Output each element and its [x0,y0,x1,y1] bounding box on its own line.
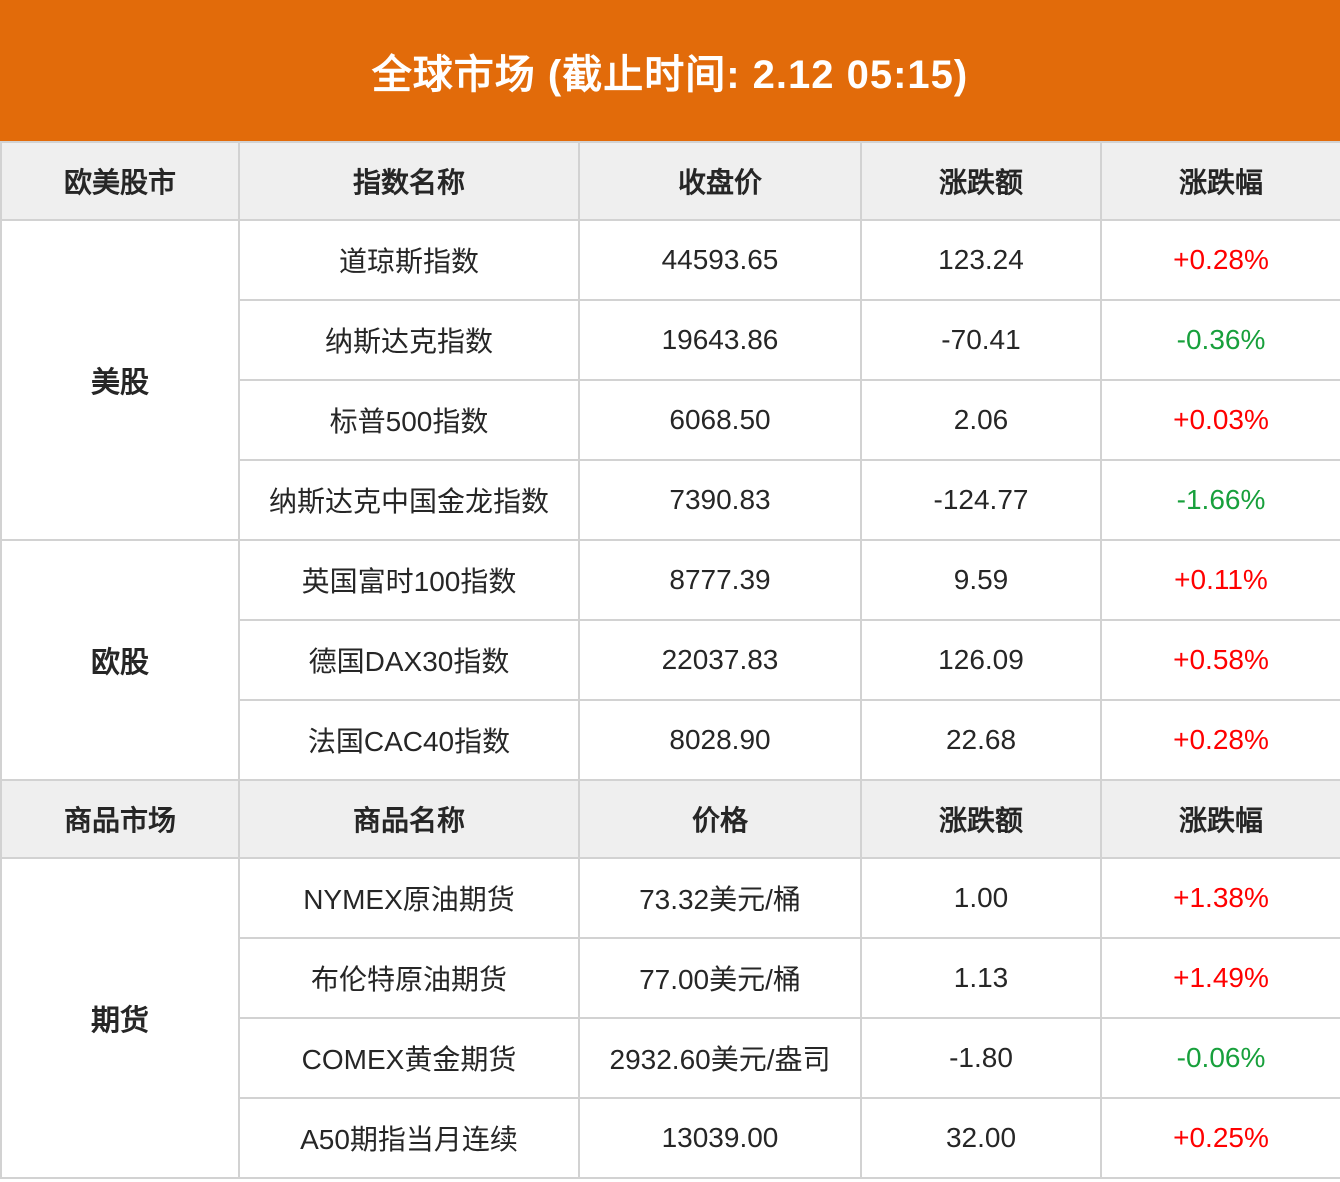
close-price-cell: 7390.83 [578,459,862,541]
change-pct-cell: +0.28% [1100,699,1340,781]
change-amount-cell: 1.00 [860,857,1102,939]
change-pct-cell: -0.06% [1100,1017,1340,1099]
global-market-table: 欧美股市 指数名称 收盘价 涨跌额 涨跌幅 美股 道琼斯指数 44593.65 … [0,141,1340,1179]
commodity-name-cell: 布伦特原油期货 [238,937,580,1019]
commodities-header-row: 商品市场 商品名称 价格 涨跌额 涨跌幅 [0,779,1340,859]
column-header-market: 欧美股市 [0,141,240,221]
change-amount-cell: 123.24 [860,219,1102,301]
change-pct-cell: -1.66% [1100,459,1340,541]
price-cell: 77.00美元/桶 [578,937,862,1019]
column-header-pct: 涨跌幅 [1100,779,1340,859]
column-header-commodity-market: 商品市场 [0,779,240,859]
index-name-cell: 法国CAC40指数 [238,699,580,781]
table-row: 德国DAX30指数 22037.83 126.09 +0.58% [1,619,1340,701]
change-pct-cell: +1.38% [1100,857,1340,939]
column-header-index-name: 指数名称 [238,141,580,221]
change-amount-cell: 126.09 [860,619,1102,701]
change-amount-cell: 22.68 [860,699,1102,781]
table-row: 纳斯达克指数 19643.86 -70.41 -0.36% [1,299,1340,381]
stocks-header-row: 欧美股市 指数名称 收盘价 涨跌额 涨跌幅 [0,141,1340,221]
column-header-change: 涨跌额 [860,779,1102,859]
group-label-futures: 期货 [0,857,240,1179]
price-cell: 2932.60美元/盎司 [578,1017,862,1099]
column-header-close: 收盘价 [578,141,862,221]
index-name-cell: 道琼斯指数 [238,219,580,301]
close-price-cell: 8028.90 [578,699,862,781]
table-row: 法国CAC40指数 8028.90 22.68 +0.28% [1,699,1340,781]
price-cell: 13039.00 [578,1097,862,1179]
index-name-cell: 英国富时100指数 [238,539,580,621]
change-amount-cell: -124.77 [860,459,1102,541]
close-price-cell: 22037.83 [578,619,862,701]
change-amount-cell: 2.06 [860,379,1102,461]
change-pct-cell: -0.36% [1100,299,1340,381]
commodity-name-cell: A50期指当月连续 [238,1097,580,1179]
change-pct-cell: +0.03% [1100,379,1340,461]
column-header-price: 价格 [578,779,862,859]
close-price-cell: 44593.65 [578,219,862,301]
column-header-commodity-name: 商品名称 [238,779,580,859]
change-pct-cell: +0.28% [1100,219,1340,301]
change-amount-cell: -70.41 [860,299,1102,381]
change-amount-cell: 32.00 [860,1097,1102,1179]
table-row: 布伦特原油期货 77.00美元/桶 1.13 +1.49% [1,937,1340,1019]
change-amount-cell: 1.13 [860,937,1102,1019]
index-name-cell: 德国DAX30指数 [238,619,580,701]
commodity-name-cell: COMEX黄金期货 [238,1017,580,1099]
commodity-name-cell: NYMEX原油期货 [238,857,580,939]
price-cell: 73.32美元/桶 [578,857,862,939]
table-row: 欧股 英国富时100指数 8777.39 9.59 +0.11% [0,539,1340,781]
close-price-cell: 19643.86 [578,299,862,381]
table-row: 期货 NYMEX原油期货 73.32美元/桶 1.00 +1.38% [0,857,1340,1179]
column-header-change: 涨跌额 [860,141,1102,221]
close-price-cell: 8777.39 [578,539,862,621]
change-pct-cell: +0.11% [1100,539,1340,621]
table-row: 美股 道琼斯指数 44593.65 123.24 +0.28% [0,219,1340,541]
group-label-eu-stocks: 欧股 [0,539,240,781]
page-title: 全球市场 (截止时间: 2.12 05:15) [371,52,969,97]
title-bar: 全球市场 (截止时间: 2.12 05:15) [0,0,1340,141]
index-name-cell: 纳斯达克中国金龙指数 [238,459,580,541]
close-price-cell: 6068.50 [578,379,862,461]
table-row: A50期指当月连续 13039.00 32.00 +0.25% [1,1097,1340,1179]
index-name-cell: 纳斯达克指数 [238,299,580,381]
column-header-pct: 涨跌幅 [1100,141,1340,221]
change-amount-cell: 9.59 [860,539,1102,621]
table-row: 标普500指数 6068.50 2.06 +0.03% [1,379,1340,461]
change-pct-cell: +0.58% [1100,619,1340,701]
change-amount-cell: -1.80 [860,1017,1102,1099]
table-row: COMEX黄金期货 2932.60美元/盎司 -1.80 -0.06% [1,1017,1340,1099]
table-row: 纳斯达克中国金龙指数 7390.83 -124.77 -1.66% [1,459,1340,541]
change-pct-cell: +0.25% [1100,1097,1340,1179]
index-name-cell: 标普500指数 [238,379,580,461]
group-label-us-stocks: 美股 [0,219,240,541]
change-pct-cell: +1.49% [1100,937,1340,1019]
